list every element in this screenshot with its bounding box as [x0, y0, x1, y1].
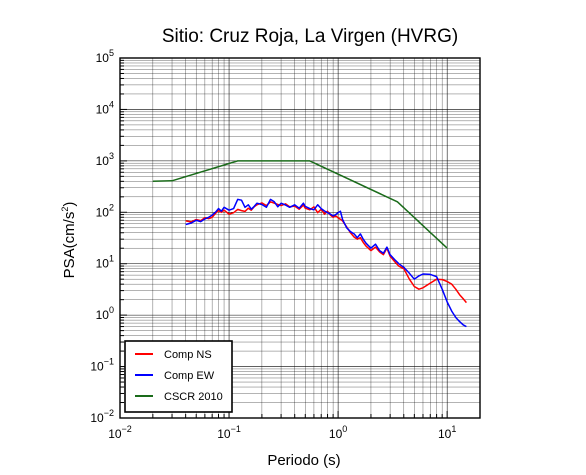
y-tick-label: 101 [96, 254, 114, 271]
y-tick-label: 102 [96, 202, 114, 219]
series-line-3 [152, 160, 448, 249]
legend: Comp NS Comp EW CSCR 2010 [124, 340, 233, 413]
x-tick-label: 10−1 [217, 424, 241, 441]
legend-label: Comp NS [164, 349, 212, 361]
y-tick-label: 10−1 [90, 357, 114, 374]
series-lines [152, 160, 467, 328]
x-axis-label: Periodo (s) [267, 452, 340, 469]
legend-label: CSCR 2010 [164, 391, 223, 403]
plot-frame [119, 57, 481, 419]
legend-box [124, 340, 233, 413]
x-tick-label: 10−2 [108, 424, 132, 441]
y-tick-label: 10−2 [90, 408, 114, 425]
x-tick-label: 100 [329, 424, 347, 441]
y-axis-label-sup: 2 [60, 207, 70, 212]
y-axis-label-base: PSA(cm/s [61, 212, 78, 279]
axis-ticks: 10−2 10−1 100 101 10−2 10−1 100 101 102 103 104 105 [90, 48, 481, 441]
chart-title: Sitio: Cruz Roja, La Virgen (HVRG) [162, 26, 458, 47]
y-tick-label: 105 [96, 48, 114, 65]
series-line-1 [185, 201, 467, 304]
y-axis-label-close: ) [61, 202, 78, 207]
y-tick-label: 103 [96, 151, 114, 168]
legend-label: Comp EW [164, 370, 215, 382]
y-tick-label: 104 [96, 99, 114, 116]
x-tick-label: 101 [438, 424, 456, 441]
y-axis-label: PSA(cm/s2) [60, 202, 78, 279]
series-line-2 [185, 198, 467, 328]
y-tick-label: 100 [96, 305, 114, 322]
